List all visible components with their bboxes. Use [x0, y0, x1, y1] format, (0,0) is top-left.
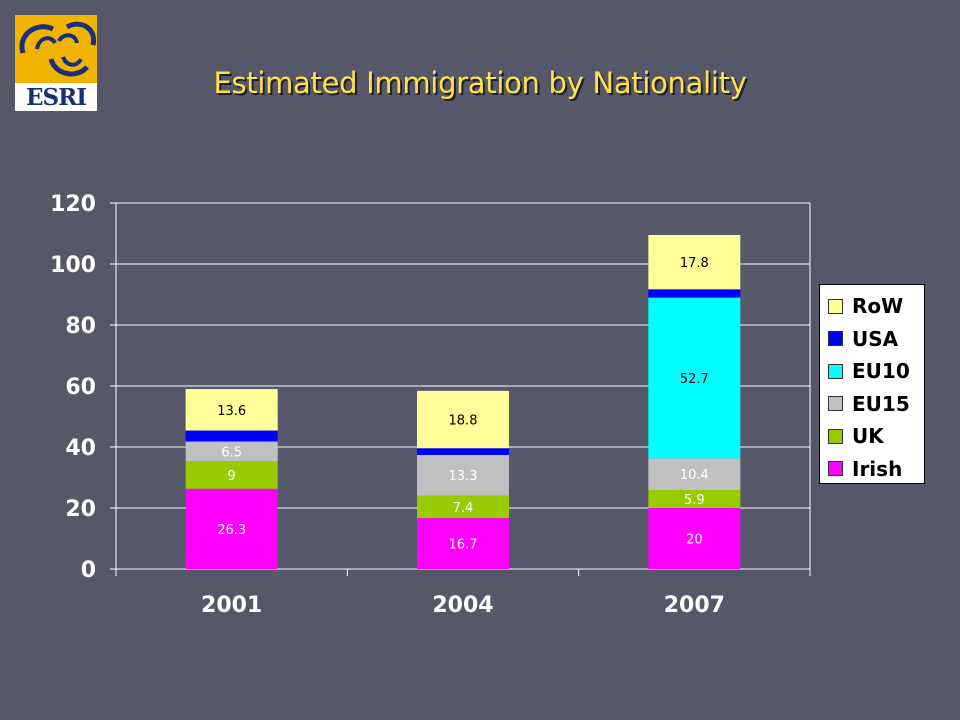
bar-segment-irish — [417, 518, 509, 569]
legend-item: USA — [828, 323, 924, 356]
chart-legend: RoW USA EU10 EU15 UK Irish — [819, 284, 925, 484]
y-tick-label: 20 — [65, 497, 96, 522]
bar-segment-usa — [185, 430, 278, 442]
data-label: 9 — [228, 469, 236, 484]
y-tick-label: 60 — [65, 375, 96, 400]
data-label: 26.3 — [217, 523, 246, 538]
data-label: 10.4 — [680, 468, 709, 483]
bar-segment-usa — [417, 448, 509, 455]
data-label: 18.8 — [449, 414, 478, 429]
bar-segment-uk — [648, 490, 741, 508]
bar-segment-eu15 — [648, 458, 741, 491]
y-tick-label: 120 — [50, 192, 96, 217]
legend-label: RoW — [852, 294, 904, 319]
bar-segment-row — [417, 390, 509, 449]
data-label: 17.8 — [680, 256, 709, 271]
bar-segment-irish — [648, 508, 741, 569]
esri-logo: ESRI — [15, 15, 97, 111]
data-label: 6.5 — [221, 445, 242, 460]
y-tick-label: 100 — [50, 253, 96, 278]
legend-swatch — [828, 428, 843, 444]
legend-label: EU10 — [852, 359, 910, 384]
legend-swatch — [828, 396, 843, 412]
data-label: 20 — [686, 533, 703, 548]
legend-swatch — [828, 363, 843, 379]
legend-label: UK — [852, 424, 884, 449]
data-label: 7.4 — [453, 501, 474, 516]
legend-item: EU15 — [828, 388, 924, 421]
x-tick-label: 2004 — [432, 593, 493, 618]
legend-item: UK — [828, 420, 924, 453]
bar-segment-row — [185, 389, 278, 431]
legend-item: RoW — [828, 290, 924, 323]
data-label: 16.7 — [449, 538, 478, 553]
bar-segment-irish — [185, 488, 278, 569]
logo-swirl-icon — [19, 21, 97, 77]
bar-segment-eu15 — [185, 441, 278, 462]
bar-segment-uk — [185, 461, 278, 489]
data-label: 52.7 — [680, 372, 709, 387]
legend-item: EU10 — [828, 355, 924, 388]
legend-label: USA — [852, 326, 899, 351]
data-label: 5.9 — [684, 493, 705, 508]
legend-label: EU15 — [852, 391, 910, 416]
x-tick-label: 2001 — [201, 593, 262, 618]
legend-swatch — [828, 331, 843, 347]
bar-segment-eu10 — [648, 297, 741, 459]
legend-swatch — [828, 298, 843, 314]
page-title: Estimated Immigration by Nationality — [213, 66, 747, 100]
data-label: 13.3 — [449, 469, 478, 484]
bar-segment-eu15 — [417, 454, 509, 496]
x-tick-label: 2007 — [664, 593, 725, 618]
logo-text: ESRI — [15, 83, 97, 111]
y-tick-label: 40 — [65, 436, 96, 461]
y-tick-label: 0 — [81, 558, 96, 583]
y-tick-label: 80 — [65, 314, 96, 339]
data-label: 13.6 — [217, 404, 246, 419]
legend-label: Irish — [852, 456, 903, 481]
bar-segment-row — [648, 235, 741, 290]
legend-swatch — [828, 461, 843, 477]
legend-item: Irish — [828, 453, 924, 486]
bar-segment-usa — [648, 289, 741, 298]
bar-segment-uk — [417, 495, 509, 519]
